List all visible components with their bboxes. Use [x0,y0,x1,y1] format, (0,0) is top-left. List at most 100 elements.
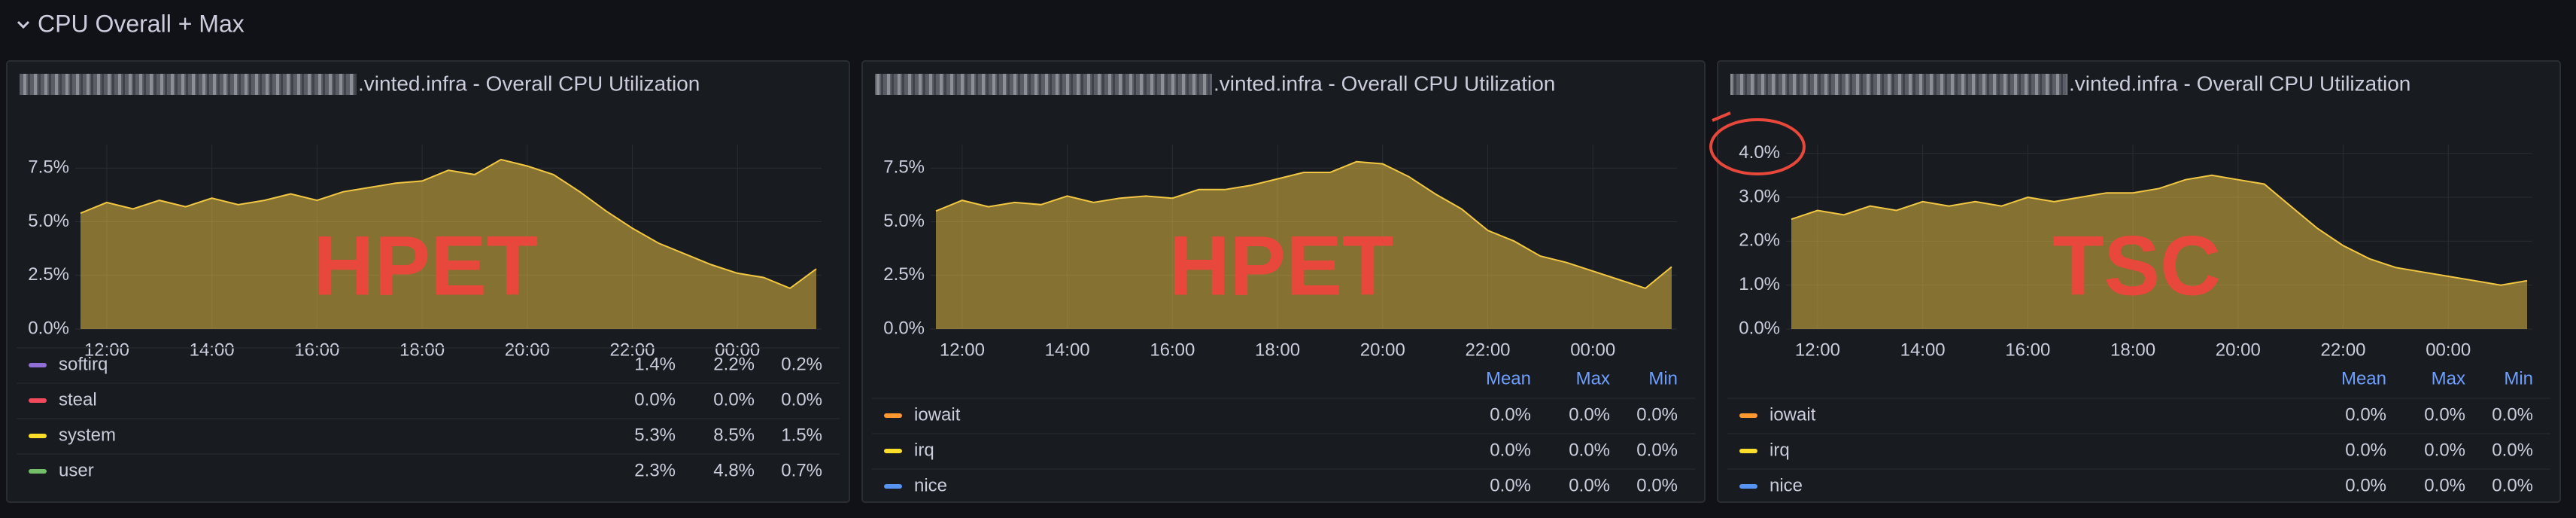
x-tick-label: 22:00 [1465,340,1510,360]
legend-max: 0.0% [1569,404,1610,425]
legend-swatch [29,434,47,438]
legend-mean: 0.0% [1490,475,1531,495]
y-tick-label: 3.0% [1739,186,1780,206]
legend-column-header[interactable]: Min [2504,368,2533,388]
redacted-hostname [1730,74,2067,95]
legend-min: 0.0% [2492,404,2533,425]
x-tick-label: 18:00 [1255,340,1300,360]
legend-min: 0.0% [1636,404,1678,425]
area-line [1791,174,2528,286]
area-line [935,160,1672,290]
legend-max: 0.0% [1569,475,1610,495]
legend-swatch [884,449,902,453]
area-fill [935,161,1672,329]
y-tick-label: 2.5% [28,264,69,285]
legend-name[interactable]: system [59,425,116,445]
x-tick-label: 12:00 [84,340,129,360]
legend-mean: 5.3% [634,425,676,445]
y-tick-label: 2.0% [1739,230,1780,251]
x-tick-label: 14:00 [190,340,235,360]
legend-min: 0.0% [781,389,822,410]
annotation: HPET [1169,219,1394,313]
collapse-chevron[interactable] [17,20,30,29]
x-tick-label: 16:00 [2005,340,2050,360]
legend-min: 1.5% [781,425,822,445]
y-tick-label: 2.5% [883,264,925,285]
x-tick-label: 14:00 [1045,340,1090,360]
legend-max: 0.0% [2424,440,2465,460]
legend-max: 2.2% [713,354,755,374]
y-tick-label: 1.0% [1739,274,1780,294]
y-tick-label: 5.0% [28,211,69,231]
panel: .vinted.infra - Overall CPU Utilization 0… [861,60,1706,503]
x-tick-label: 22:00 [609,340,655,360]
x-tick-label: 14:00 [1900,340,1946,360]
legend-mean: 2.3% [634,460,676,480]
x-tick-label: 12:00 [940,340,985,360]
x-tick-label: 16:00 [294,340,339,360]
section-title[interactable]: CPU Overall + Max [38,10,245,37]
x-tick-label: 20:00 [2216,340,2261,360]
legend-column-header[interactable]: Mean [1486,368,1531,388]
highlight-stroke [1712,111,1731,122]
panel-title: .vinted.infra - Overall CPU Utilization [2069,72,2410,95]
legend-column-header[interactable]: Max [2432,368,2465,388]
legend-swatch [29,469,47,474]
legend-name[interactable]: user [59,460,94,480]
area-fill [80,159,817,329]
x-tick-label: 16:00 [1150,340,1195,360]
legend-max: 8.5% [713,425,755,445]
legend-max: 4.8% [713,460,755,480]
panel-title: .vinted.infra - Overall CPU Utilization [358,72,700,95]
legend-name[interactable]: softirq [59,354,108,374]
legend-min: 0.0% [1636,440,1678,460]
legend-min: 0.0% [2492,475,2533,495]
legend-column-header[interactable]: Mean [2341,368,2386,388]
panel-title: .vinted.infra - Overall CPU Utilization [1214,72,1555,95]
legend-mean: 0.0% [2345,440,2386,460]
legend-swatch [884,413,902,418]
y-tick-label: 7.5% [28,157,69,178]
x-tick-label: 00:00 [715,340,760,360]
y-tick-label: 0.0% [1739,318,1780,338]
legend-mean: 1.4% [634,354,676,374]
y-tick-label: 7.5% [883,157,925,178]
panel: .vinted.infra - Overall CPU Utilization 0… [1717,60,2561,503]
legend-column-header[interactable]: Min [1648,368,1678,388]
area-fill [1791,175,2528,329]
legend-swatch [1739,413,1757,418]
legend-swatch [1739,449,1757,453]
x-tick-label: 18:00 [2110,340,2155,360]
annotation: HPET [314,219,539,313]
y-tick-label: 4.0% [1739,142,1780,163]
legend-max: 0.0% [1569,440,1610,460]
legend-name[interactable]: steal [59,389,97,410]
legend-max: 0.0% [713,389,755,410]
redacted-hostname [20,74,357,95]
y-tick-label: 5.0% [883,211,925,231]
legend-name[interactable]: iowait [914,404,961,425]
y-tick-label: 0.0% [28,318,69,338]
x-tick-label: 18:00 [399,340,445,360]
legend-min: 0.0% [2492,440,2533,460]
legend-swatch [1739,484,1757,489]
legend-min: 0.7% [781,460,822,480]
panel: .vinted.infra - Overall CPU Utilization 0… [6,60,850,503]
highlight-circle [1709,118,1806,175]
legend-name[interactable]: iowait [1769,404,1816,425]
legend-name[interactable]: irq [1769,440,1790,460]
legend-name[interactable]: nice [1769,475,1803,495]
x-tick-label: 20:00 [1360,340,1405,360]
legend-name[interactable]: irq [914,440,934,460]
legend-name[interactable]: nice [914,475,947,495]
legend-mean: 0.0% [634,389,676,410]
legend-column-header[interactable]: Max [1576,368,1610,388]
legend-min: 0.0% [1636,475,1678,495]
annotation: TSC [2052,219,2221,313]
redacted-hostname [875,74,1212,95]
area-line [80,158,817,290]
legend-swatch [29,363,47,367]
y-tick-label: 0.0% [883,318,925,338]
